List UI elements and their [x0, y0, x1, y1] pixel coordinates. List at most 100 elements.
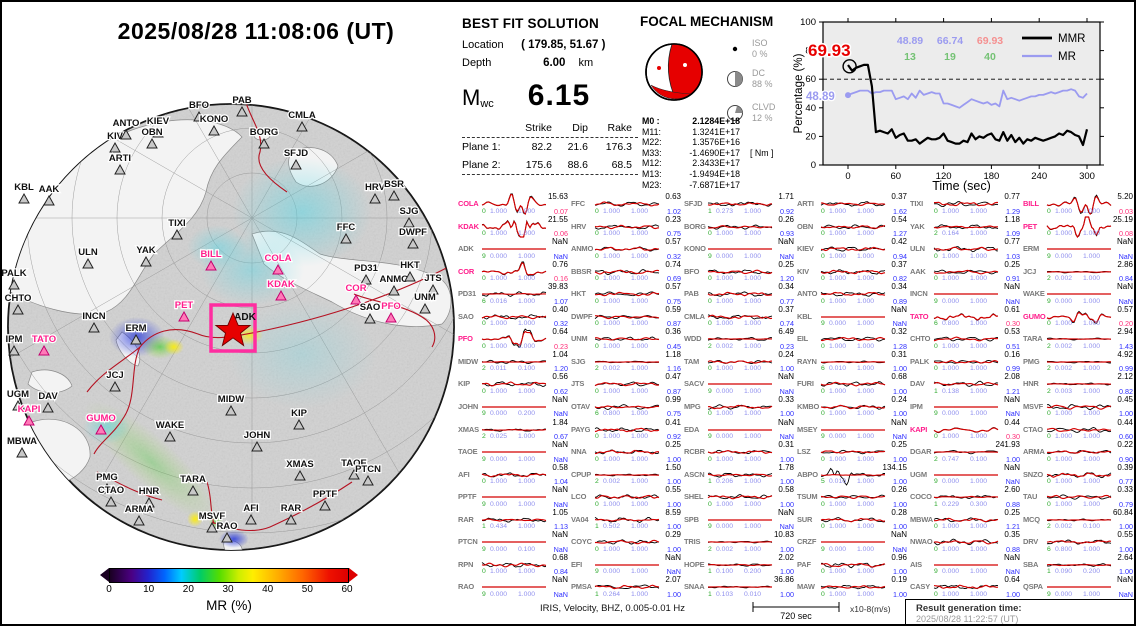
trace-plot: [1047, 248, 1111, 250]
fit-ratio: 1.00: [667, 454, 681, 464]
trace-plot: [820, 360, 886, 364]
station-code: SACV: [684, 379, 705, 389]
fit-ratio: 1.00: [1006, 589, 1020, 599]
fit-ratio: 0.99: [1119, 364, 1133, 374]
max-amplitude: 0.45: [1117, 394, 1133, 404]
trace-params: 0 1.000 1.000: [595, 433, 649, 440]
max-amplitude: 1.50: [665, 462, 681, 472]
fit-ratio: 0.77: [780, 296, 794, 306]
svg-text:FFC: FFC: [337, 222, 356, 233]
trace-params: 0 1.000 1.000: [595, 275, 649, 283]
fit-ratio: 0.30: [1006, 432, 1020, 441]
svg-text:JCJ: JCJ: [106, 370, 123, 381]
map-station-hkt: HKT: [399, 259, 421, 282]
svg-text:MIDW: MIDW: [218, 394, 244, 405]
map-station-ipm: IPM: [4, 333, 24, 356]
waveform-row-tau: TAU 0.33 0 1.000 1.000 0.79: [1022, 485, 1134, 510]
station-code: TAU: [1023, 492, 1038, 502]
trace-params: 0 1.000 1.000: [1047, 230, 1101, 238]
station-code: TRIS: [684, 537, 701, 547]
svg-text:AAK: AAK: [39, 184, 60, 195]
svg-text:TAOE: TAOE: [341, 458, 367, 469]
max-amplitude: NaN: [890, 304, 907, 314]
epicenter-marker: ADK: [209, 303, 257, 353]
waveform-row-pet: PET 25.19 0 1.000 1.000 0.08: [1022, 215, 1134, 240]
trace-plot: [1046, 383, 1112, 386]
station-code: JCJ: [1023, 266, 1037, 276]
plate-boundaries: [86, 104, 454, 532]
best-fit-heading: BEST FIT SOLUTION: [462, 16, 599, 31]
trace-params: 0 1.000 1.000: [821, 523, 875, 531]
waveform-row-kono: KONO NaN 9 0.000 1.000 NaN: [683, 237, 796, 262]
trace-plot: [820, 494, 886, 500]
fit-ratio: 0.08: [1119, 229, 1133, 239]
fit-ratio: NaN: [553, 499, 568, 509]
svg-text:BSR: BSR: [384, 179, 404, 190]
station-code: DGAR: [910, 447, 932, 457]
station-code: RAR: [458, 514, 474, 524]
svg-text:HNR: HNR: [139, 486, 160, 497]
beachball-diagram: [645, 43, 703, 101]
station-code: TARA: [1023, 334, 1043, 344]
colorbar-tick: 30: [222, 584, 234, 595]
map-station-pfo: PFO: [380, 300, 402, 323]
fit-ratio: 0.82: [893, 274, 907, 284]
max-amplitude: NaN: [551, 530, 568, 540]
max-amplitude: NaN: [551, 237, 568, 247]
fit-ratio: 1.00: [780, 544, 794, 554]
plane-col-header: Dip: [572, 122, 588, 134]
trace-params: 5 0.010 1.000: [821, 478, 875, 486]
trace-plot: [594, 539, 660, 545]
colorbar-tick: 10: [143, 584, 155, 595]
station-code: LSZ: [797, 447, 811, 457]
trace-params: 6 0.800 1.000: [1047, 545, 1101, 553]
plane-col-header: Strike: [525, 122, 552, 134]
svg-text:KIP: KIP: [291, 408, 308, 419]
scalebar-label: 720 sec: [780, 611, 812, 621]
trace-params: 1 0.090 0.200: [1047, 568, 1101, 576]
waveform-grid: COLA 15.63 0 1.000 1.000 0.07 KDAK 21.55 0 1.000 1…: [457, 192, 1134, 600]
fit-ratio: 0.32: [667, 251, 681, 261]
waveform-row-anto: ANTO 0.34 0 1.000 1.000 0.89: [796, 282, 909, 307]
fit-ratio: 1.00: [667, 522, 681, 532]
trace-params: 0 1.000 1.000: [821, 207, 875, 215]
fit-ratio: 1.13: [554, 522, 568, 532]
trace-plot: [707, 472, 773, 478]
map-station-kono: KONO: [199, 113, 229, 136]
max-amplitude: 39.83: [547, 282, 568, 292]
trace-plot: [934, 474, 998, 476]
station-code: PET: [1023, 221, 1037, 231]
max-amplitude: 1.71: [778, 192, 794, 201]
max-amplitude: 0.55: [1117, 530, 1133, 540]
colorbar-tick: 50: [301, 584, 313, 595]
waveform-row-ascn: ASCN 1.78 1 0.206 1.000 1.00: [683, 463, 796, 488]
trace-params: 2 0.011 0.100: [482, 365, 536, 373]
waveform-row-paf: PAF 0.96 0 1.000 1.000 1.00: [796, 553, 909, 578]
max-amplitude: 2.86: [1117, 259, 1133, 269]
waveform-row-mpg: MPG 0.33 0 1.000 1.000 1.00: [683, 395, 796, 420]
svg-text:RAR: RAR: [281, 503, 302, 514]
max-amplitude: 0.68: [891, 372, 907, 382]
trace-params: 2 0.002 1.000: [1047, 342, 1101, 350]
waveform-row-taoe: TAOE NaN 9 0.000 1.000 NaN: [457, 440, 570, 465]
trace-plot: [707, 201, 773, 207]
map-station-hnr: HNR: [138, 485, 161, 508]
trace-params: 9 0.000 1.000: [482, 455, 536, 463]
amplitude-unit-label: x10-8(m/s): [850, 604, 891, 614]
max-amplitude: 0.29: [665, 530, 681, 540]
waveform-row-cmla: CMLA 0.37 0 1.000 1.000 0.74: [683, 305, 796, 330]
trace-params: 0 1.000 1.000: [934, 365, 988, 373]
trace-params: 0 1.000 1.000: [708, 320, 762, 328]
svg-text:13: 13: [904, 51, 916, 63]
waveform-row-wdd: WDD 6.49 2 0.002 1.000 0.23: [683, 327, 796, 352]
map-station-cmla: CMLA: [287, 109, 317, 132]
svg-text:COR: COR: [345, 283, 366, 294]
station-code: CTAO: [1023, 424, 1043, 434]
waveform-row-pmg: PMG 4.92 2 0.002 1.000 0.99: [1022, 350, 1134, 375]
map-station-ffc: FFC: [336, 221, 357, 244]
epicenter-star-icon: [214, 311, 252, 347]
waveform-row-incn: INCN NaN 9 0.000 1.000 NaN: [909, 282, 1022, 307]
component-list: ISO 0 % DC 88 % CLVD 12 %: [726, 38, 790, 123]
fit-ratio: 0.75: [667, 229, 681, 239]
station-code: WDD: [684, 334, 702, 344]
